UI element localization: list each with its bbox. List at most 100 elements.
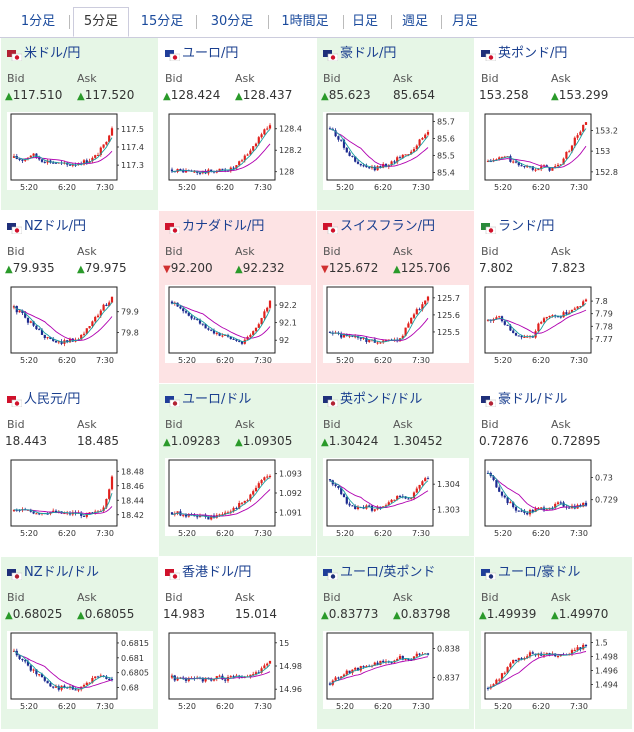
x-tick-label: 6:20	[58, 529, 76, 536]
pair-name[interactable]: ユーロ/英ポンド	[340, 565, 436, 580]
bid-value: ▲0.68025	[5, 607, 62, 621]
x-tick-label: 7:30	[254, 702, 272, 709]
candle	[249, 333, 252, 338]
bid-value: ▲128.424	[163, 88, 220, 102]
rate-card[interactable]: NZドル/円 Bid Ask ▲79.935 ▲79.975 79.9 79.8 5:20 6:…	[1, 211, 158, 383]
ask-value: ▲128.437	[235, 88, 292, 102]
pair-name[interactable]: 人民元/円	[24, 392, 81, 407]
ask-label: Ask	[235, 591, 255, 604]
rate-card[interactable]: 英ポンド/円 Bid Ask 153.258 ▲153.299 153.2 153 152.8…	[475, 38, 632, 210]
price-chart[interactable]: 0.73 0.729 5:20 6:20 7:30	[481, 458, 627, 536]
rate-card[interactable]: 人民元/円 Bid Ask 18.443 18.485 18.48 18.46 18.44 18…	[1, 384, 158, 556]
bid-label: Bid	[323, 418, 341, 431]
bid-value: ▼125.672	[321, 261, 378, 275]
price-chart[interactable]: 1.093 1.092 1.091 5:20 6:20 7:30	[165, 458, 311, 536]
candle	[503, 494, 506, 499]
rate-card[interactable]: ユーロ/円 Bid Ask ▲128.424 ▲128.437 128.4 128.2 128…	[159, 38, 316, 210]
price-chart[interactable]: 128.4 128.2 128 5:20 6:20 7:30	[165, 112, 311, 190]
candle	[77, 688, 80, 693]
candle	[88, 325, 91, 329]
candle	[506, 496, 509, 505]
bid-label: Bid	[165, 72, 183, 85]
rate-card[interactable]: ユーロ/ドル Bid Ask ▲1.09283 ▲1.09305 1.093 1.092 1.…	[159, 384, 316, 556]
tab-4[interactable]: 1時間足	[272, 8, 344, 36]
candle	[523, 165, 526, 169]
price-chart[interactable]: 1.304 1.303 5:20 6:20 7:30	[323, 458, 469, 536]
candle	[224, 510, 227, 516]
tab-2[interactable]: 15分足	[133, 8, 197, 36]
pair-name[interactable]: NZドル/円	[24, 219, 87, 234]
tab-0[interactable]: 1分足	[12, 8, 70, 36]
moving-average-long	[487, 145, 587, 169]
price-chart[interactable]: 0.6815 0.681 0.6805 0.68 5:20 6:20 7:30	[7, 631, 153, 709]
rate-card[interactable]: 豪ドル/円 Bid Ask ▲85.623 85.654 85.7 85.6 85.5 85.4…	[317, 38, 474, 210]
rate-card[interactable]: スイスフラン/円 Bid Ask ▼125.672 ▲125.706 125.7 125.6…	[317, 211, 474, 383]
rate-card[interactable]: 香港ドル/円 Bid Ask 14.983 15.014 15 14.98 14.96 5:20…	[159, 557, 316, 729]
rate-card[interactable]: 米ドル/円 Bid Ask ▲117.510 ▲117.520 117.5 117.4 117…	[1, 38, 158, 210]
pair-name[interactable]: ユーロ/豪ドル	[498, 565, 581, 580]
tab-7[interactable]: 月足	[451, 14, 478, 29]
pair-name[interactable]: ユーロ/円	[182, 46, 239, 61]
x-tick-label: 7:30	[570, 356, 588, 363]
tab-5[interactable]: 日足	[344, 8, 392, 36]
candlestick-chart: 128.4 128.2 128 5:20 6:20 7:30	[168, 113, 302, 190]
pair-name[interactable]: ユーロ/ドル	[182, 392, 252, 407]
price-chart[interactable]: 125.7 125.6 125.5 5:20 6:20 7:30	[323, 285, 469, 363]
price-chart[interactable]: 1.5 1.498 1.496 1.494 5:20 6:20 7:30	[481, 631, 627, 709]
price-chart[interactable]: 0.838 0.837 5:20 6:20 7:30	[323, 631, 469, 709]
rate-card[interactable]: ユーロ/豪ドル Bid Ask ▲1.49939 ▲1.49970 1.5 1.498 1.4…	[475, 557, 632, 729]
tab-1[interactable]: 5分足	[73, 7, 129, 37]
candle	[207, 327, 210, 331]
candle	[252, 146, 255, 152]
moving-average-long	[13, 650, 113, 689]
pair-name[interactable]: 米ドル/円	[24, 46, 81, 61]
candlestick-chart: 1.093 1.092 1.091 5:20 6:20 7:30	[168, 459, 302, 536]
up-arrow-icon: ▲	[551, 610, 559, 621]
rate-card[interactable]: ランド/円 Bid Ask 7.802 7.823 7.8 7.79 7.78 7.77 5:20…	[475, 211, 632, 383]
x-tick-label: 6:20	[374, 702, 392, 709]
pair-name[interactable]: スイスフラン/円	[340, 219, 435, 234]
price-chart[interactable]: 92.2 92.1 92 5:20 6:20 7:30	[165, 285, 311, 363]
candle	[63, 684, 66, 689]
price-chart[interactable]: 79.9 79.8 5:20 6:20 7:30	[7, 285, 153, 363]
pair-name[interactable]: 英ポンド/円	[498, 46, 568, 61]
pair-name[interactable]: NZドル/ドル	[24, 565, 100, 580]
bid-value: 0.72876	[479, 434, 529, 448]
y-tick-label: 0.6815	[121, 639, 149, 648]
ask-number: 85.654	[393, 88, 435, 102]
candle	[229, 675, 232, 678]
price-chart[interactable]: 153.2 153 152.8 5:20 6:20 7:30	[481, 112, 627, 190]
x-tick-label: 5:20	[20, 183, 38, 190]
moving-average-long	[329, 656, 429, 686]
pair-name[interactable]: 豪ドル/円	[340, 46, 397, 61]
price-chart[interactable]: 117.5 117.4 117.3 5:20 6:20 7:30	[7, 112, 153, 190]
price-chart[interactable]: 85.7 85.6 85.5 85.4 5:20 6:20 7:30	[323, 112, 469, 190]
candle	[88, 682, 91, 684]
pair-name[interactable]: カナダドル/円	[182, 219, 265, 234]
candle	[198, 172, 202, 176]
rate-card[interactable]: 豪ドル/ドル Bid Ask 0.72876 0.72895 0.73 0.729 5:20 6…	[475, 384, 632, 556]
tab-3[interactable]: 30分足	[201, 8, 269, 36]
flag-icon	[323, 219, 339, 235]
rate-card[interactable]: ユーロ/英ポンド Bid Ask ▲0.83773 ▲0.83798 0.838 0.837…	[317, 557, 474, 729]
ask-number: 117.520	[84, 88, 135, 102]
moving-average-short	[171, 302, 271, 342]
pair-name[interactable]: 英ポンド/ドル	[340, 392, 423, 407]
rate-card[interactable]: カナダドル/円 Bid Ask ▼92.200 ▲92.232 92.2 92.1 92 5:2…	[159, 211, 316, 383]
price-chart[interactable]: 15 14.98 14.96 5:20 6:20 7:30	[165, 631, 311, 709]
candle	[356, 159, 360, 165]
x-tick-label: 6:20	[374, 356, 392, 363]
pair-name[interactable]: ランド/円	[498, 219, 555, 234]
bid-label: Bid	[165, 418, 183, 431]
price-chart[interactable]: 7.8 7.79 7.78 7.77 5:20 6:20 7:30	[481, 285, 627, 363]
moving-average-short	[13, 302, 113, 343]
pair-name[interactable]: 香港ドル/円	[182, 565, 252, 580]
price-chart[interactable]: 18.48 18.46 18.44 18.42 5:20 6:20 7:30	[7, 458, 153, 536]
candle	[498, 678, 501, 682]
rate-card[interactable]: NZドル/ドル Bid Ask ▲0.68025 ▲0.68055 0.6815 0.681…	[1, 557, 158, 729]
candle	[495, 479, 498, 488]
tab-6[interactable]: 週足	[394, 8, 442, 36]
candle	[260, 666, 263, 674]
pair-name[interactable]: 豪ドル/ドル	[498, 392, 568, 407]
rate-card[interactable]: 英ポンド/ドル Bid Ask ▲1.30424 1.30452 1.304 1.303 5:…	[317, 384, 474, 556]
